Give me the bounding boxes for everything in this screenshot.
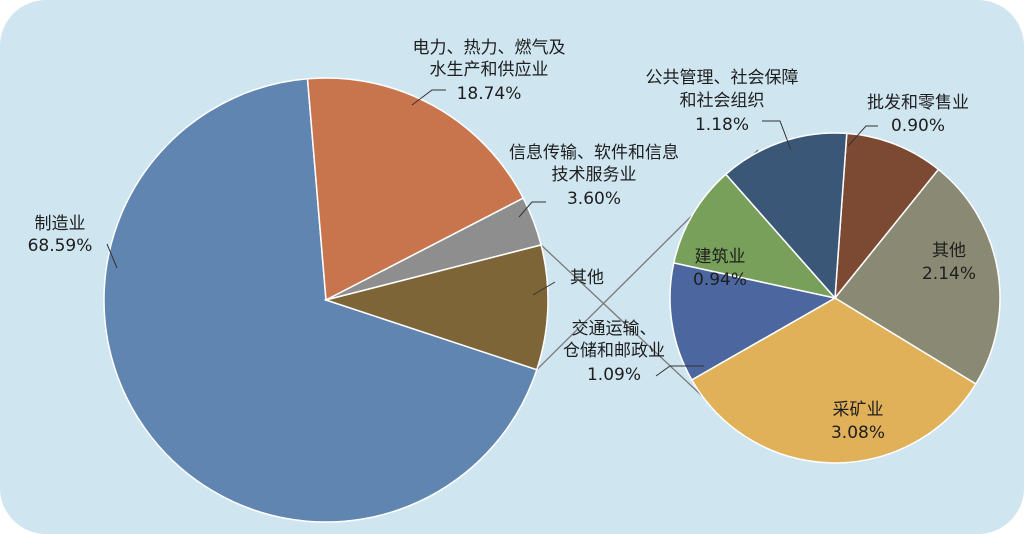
label-it-line1: 信息传输、软件和信息	[509, 143, 679, 163]
sub-slice-4	[672, 173, 838, 300]
leader-other-main	[532, 281, 556, 296]
label-construction: 建筑业	[695, 247, 746, 267]
pct-it: 3.60%	[567, 189, 621, 209]
pct-public: 1.18%	[695, 115, 749, 135]
main-slice-3	[323, 244, 549, 371]
main-pie	[103, 77, 549, 523]
pct-transport: 1.09%	[587, 365, 641, 385]
pct-construction: 0.94%	[693, 270, 747, 290]
label-transport-line1: 交通运输、	[572, 319, 657, 339]
label-transport-line2: 仓储和邮政业	[563, 341, 665, 361]
leader-wholesale	[847, 125, 878, 147]
label-other-sub: 其他	[932, 241, 966, 261]
main-slice-1	[306, 77, 525, 302]
pct-manufacturing: 68.59%	[28, 236, 93, 256]
leader-lines	[106, 89, 878, 377]
leader-power	[411, 89, 446, 106]
sub-slice-0	[834, 132, 940, 301]
label-power-line2: 水生产和供应业	[430, 60, 549, 80]
sub-slice-5	[724, 132, 848, 300]
label-it-line2: 技术服务业	[552, 165, 637, 185]
label-public-line1: 公共管理、社会保障	[646, 68, 799, 88]
pct-mining: 3.08%	[831, 423, 885, 443]
label-manufacturing: 制造业	[35, 214, 86, 234]
label-public-line2: 和社会组织	[680, 91, 765, 111]
leader-it	[518, 201, 546, 218]
label-other-main: 其他	[570, 268, 604, 288]
pct-wholesale: 0.90%	[891, 116, 945, 136]
label-mining: 采矿业	[833, 400, 884, 420]
sub-slice-2	[690, 297, 977, 464]
sub-slice-1	[833, 168, 1001, 385]
leader-manufacturing	[106, 243, 118, 269]
label-power-line1: 电力、热力、燃气及	[413, 38, 566, 58]
label-wholesale: 批发和零售业	[867, 93, 969, 113]
pct-other-sub: 2.14%	[922, 264, 976, 284]
pct-power: 18.74%	[457, 84, 522, 104]
sub-slice-3	[669, 261, 838, 381]
sub-pie	[669, 132, 1001, 464]
leader-transport	[655, 365, 704, 377]
leader-public	[762, 120, 792, 151]
main-slice-0	[103, 77, 538, 523]
